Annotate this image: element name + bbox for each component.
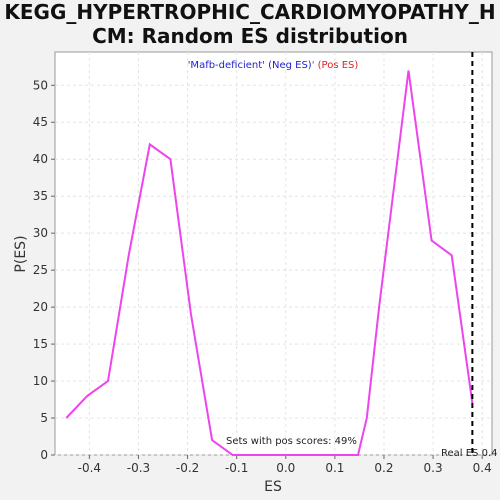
x-tick-label: 0.4 [473,461,492,475]
legend-pos-label: (Pos ES) [318,60,359,71]
y-tick-label: 35 [33,189,48,203]
y-tick-label: 25 [33,263,48,277]
pos-scores-annotation: Sets with pos scores: 49% [226,436,357,447]
real-es-label: Real ES 0.4 [441,448,497,459]
x-axis-label: ES [264,479,282,495]
x-tick-label: 0.3 [424,461,443,475]
x-tick-label: -0.2 [176,461,199,475]
y-tick-label: 30 [33,226,48,240]
plot-area [54,51,493,456]
grid [55,52,492,456]
legend: 'Mafb-deficient' (Neg ES)' (Pos ES) [188,60,359,71]
y-tick-label: 20 [33,300,48,314]
y-tick-label: 10 [33,374,48,388]
legend-separator: ' [312,60,318,71]
y-tick-label: 50 [33,78,48,92]
x-tick-label: -0.4 [78,461,101,475]
chart-title: KEGG_HYPERTROPHIC_CARDIOMYOPATHY_H CM: R… [0,0,500,48]
y-axis-label: P(ES) [13,235,29,272]
x-tick-label: 0.2 [374,461,393,475]
x-tick-label: 0.1 [325,461,344,475]
x-tick-label: -0.1 [225,461,248,475]
y-tick-label: 5 [40,411,48,425]
legend-neg-label: 'Mafb-deficient' (Neg ES) [188,60,312,71]
y-tick-label: 0 [40,448,48,462]
x-tick-label: -0.3 [127,461,150,475]
ticks: 0 5 10 15 20 25 30 35 40 45 50 -0.4 -0.3 -0.2 -0.1 0.0 0… [33,78,492,475]
chart-title-line2: CM: Random ES distribution [92,24,408,48]
y-tick-label: 15 [33,337,48,351]
x-tick-label: 0.0 [276,461,295,475]
y-tick-label: 40 [33,152,48,166]
series-line [65,70,474,456]
chart-title-line1: KEGG_HYPERTROPHIC_CARDIOMYOPATHY_H [4,0,496,24]
y-tick-label: 45 [33,115,48,129]
